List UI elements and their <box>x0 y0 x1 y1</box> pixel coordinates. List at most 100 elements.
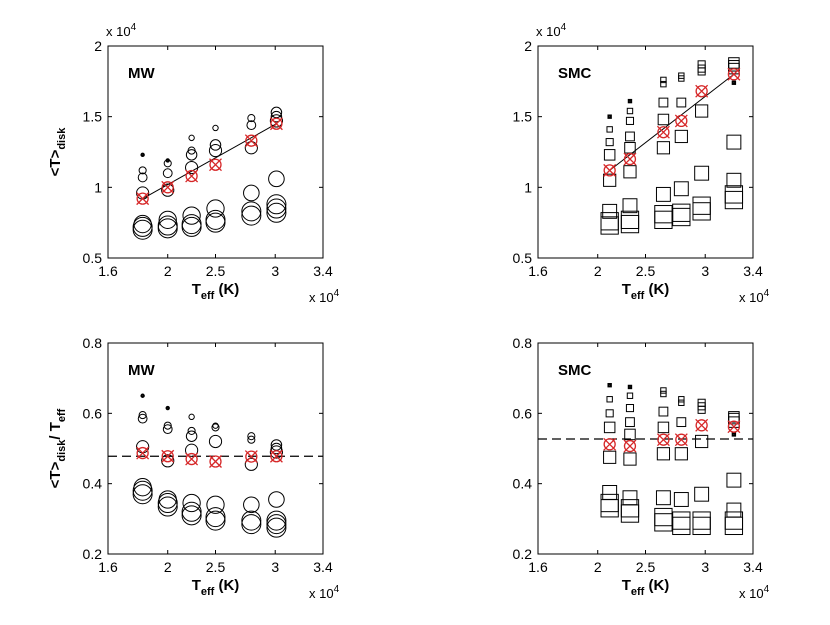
data-point-square <box>622 490 638 506</box>
mean-marker-circle <box>657 126 670 139</box>
data-point-square <box>672 203 691 222</box>
data-point-square <box>724 190 744 210</box>
data-point-circle <box>212 124 219 132</box>
x-multiplier: x 104 <box>309 288 340 305</box>
data-point-circle <box>188 413 195 421</box>
mean-marker-circle <box>185 169 198 183</box>
panel-label: MW <box>128 65 155 82</box>
mean-marker-circle <box>623 152 637 166</box>
mean-marker-circle <box>245 450 258 463</box>
data-point-square <box>627 384 633 390</box>
data-point-square <box>603 173 617 187</box>
y-tick-label: 0.6 <box>83 405 103 421</box>
x-axis-label: Teff (K) <box>622 577 670 598</box>
data-point-square <box>672 511 691 530</box>
mean-marker-circle <box>136 192 149 205</box>
data-point-square <box>620 210 640 229</box>
data-point-circle <box>241 514 262 535</box>
data-point-square <box>731 80 737 85</box>
mean-marker-circle <box>675 433 688 446</box>
data-point-circle <box>132 219 153 240</box>
mean-marker-cross <box>269 449 283 463</box>
data-point-square <box>607 114 612 119</box>
data-layer <box>108 393 323 538</box>
data-point-square <box>600 493 619 513</box>
data-point-square <box>626 107 634 115</box>
data-point-square <box>678 399 685 406</box>
x-tick-label: 2.5 <box>636 263 656 279</box>
data-point-square <box>726 472 742 488</box>
x-tick-label: 2 <box>594 559 602 575</box>
y-multiplier-exp: 4 <box>561 22 567 33</box>
x-tick-label: 3.4 <box>743 263 763 279</box>
x-tick-label: 3 <box>701 263 709 279</box>
data-point-square <box>697 67 706 76</box>
data-point-circle <box>138 166 147 175</box>
y-tick-label: 1 <box>524 179 532 195</box>
mean-marker-circle <box>245 134 258 147</box>
x-tick-label: 1.6 <box>98 559 118 575</box>
x-tick-label: 2 <box>164 263 172 279</box>
y-tick-label: 0.5 <box>513 250 533 266</box>
mean-marker <box>623 439 637 453</box>
data-point-circle <box>247 114 256 123</box>
chart-panel-2: 1.6 2 2.5 3 3.4 0.2 0.4 0.6 0.8 MW Teff (K) x 104 <T… <box>47 335 340 601</box>
mean-marker <box>244 450 258 464</box>
data-point-circle <box>185 430 198 442</box>
data-point-square <box>726 172 742 188</box>
data-point-square <box>676 97 687 108</box>
data-point-square <box>674 447 688 461</box>
data-point-circle <box>161 183 175 197</box>
x-multiplier-exp: 4 <box>764 584 770 595</box>
data-point-circle <box>206 495 225 514</box>
mean-marker-cross <box>136 446 150 460</box>
data-point-square <box>658 97 669 108</box>
y-tick-label: 1 <box>94 179 102 195</box>
x-tick-label: 1.6 <box>528 263 548 279</box>
mean-marker <box>603 437 617 451</box>
mean-marker-circle <box>657 433 670 446</box>
x-axis-label-main: T <box>192 281 201 298</box>
data-point-square <box>622 198 638 214</box>
y-multiplier-base: x 10 <box>106 24 131 39</box>
data-point-circle <box>208 143 223 158</box>
x-tick-label: 3 <box>271 559 279 575</box>
mean-marker-circle <box>185 452 198 466</box>
data-point-circle <box>241 205 262 226</box>
data-point-circle <box>182 493 201 513</box>
data-point-square <box>620 499 640 518</box>
data-point-circle <box>268 170 285 188</box>
x-tick-label: 2 <box>594 263 602 279</box>
panel-label: SMC <box>558 65 592 82</box>
mean-marker <box>161 449 175 463</box>
data-point-circle <box>266 202 287 223</box>
data-point-square <box>624 428 636 441</box>
data-point-circle <box>158 210 177 229</box>
x-axis-label-unit: (K) <box>644 577 669 594</box>
mean-marker-circle <box>270 450 283 463</box>
data-point-circle <box>185 160 199 175</box>
data-point-circle <box>163 421 172 430</box>
x-axis-label-main: T <box>622 281 631 298</box>
data-point-circle <box>182 206 201 225</box>
mean-marker-cross <box>623 152 637 166</box>
data-point-square <box>655 186 671 202</box>
mean-marker-circle <box>136 446 149 460</box>
y-tick-label: 2 <box>524 38 532 54</box>
mean-marker-circle <box>270 117 283 130</box>
data-point-circle <box>246 120 257 131</box>
mean-marker-circle <box>209 158 222 171</box>
mean-marker-cross <box>656 433 670 447</box>
data-point-square <box>602 485 618 500</box>
data-point-square <box>660 80 667 88</box>
mean-marker <box>136 446 150 460</box>
data-point-square <box>697 64 706 73</box>
data-point-circle <box>185 149 198 161</box>
data-point-square <box>724 516 744 536</box>
x-axis-label-main: T <box>622 577 631 594</box>
data-point-circle <box>188 134 195 142</box>
mean-marker-cross <box>161 180 175 194</box>
data-point-circle <box>162 168 173 179</box>
